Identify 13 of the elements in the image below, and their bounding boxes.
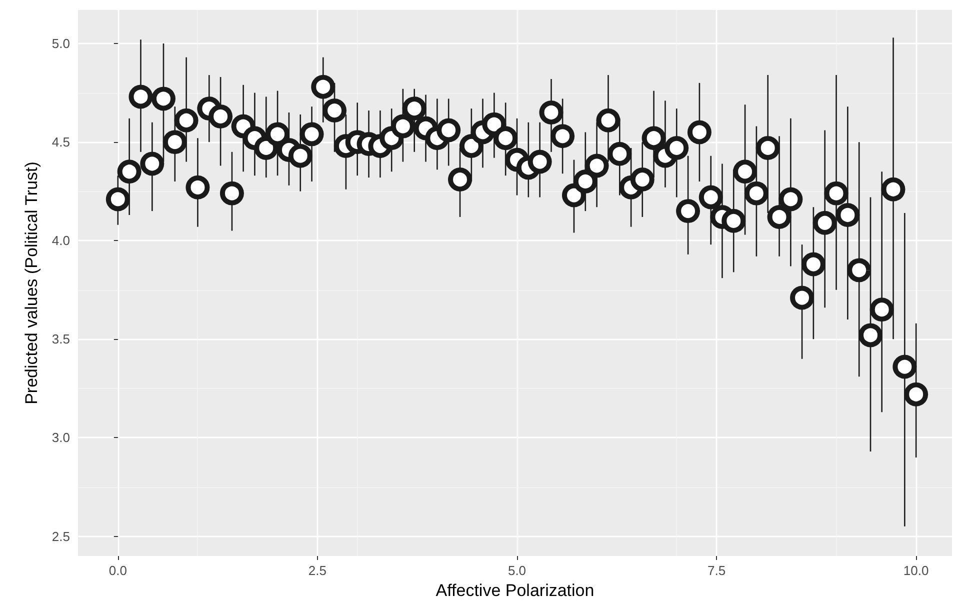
y-tick-label: 3.5	[52, 332, 70, 347]
x-tick-label: 10.0	[903, 563, 929, 578]
x-tick-label: 0.0	[108, 563, 127, 578]
y-tick-label: 3.0	[52, 430, 70, 446]
y-tick-label: 4.5	[52, 134, 70, 150]
y-tick-label: 5.0	[52, 36, 70, 52]
x-tick-label: 5.0	[508, 563, 526, 578]
x-axis-title: Affective Polarization	[436, 580, 594, 600]
y-tick-label: 2.5	[52, 528, 70, 544]
y-tick-label: 4.0	[52, 233, 70, 248]
x-tick-label: 2.5	[308, 563, 326, 578]
y-axis-title: Predicted values (Political Trust)	[22, 162, 41, 404]
x-tick-label: 7.5	[708, 563, 726, 578]
